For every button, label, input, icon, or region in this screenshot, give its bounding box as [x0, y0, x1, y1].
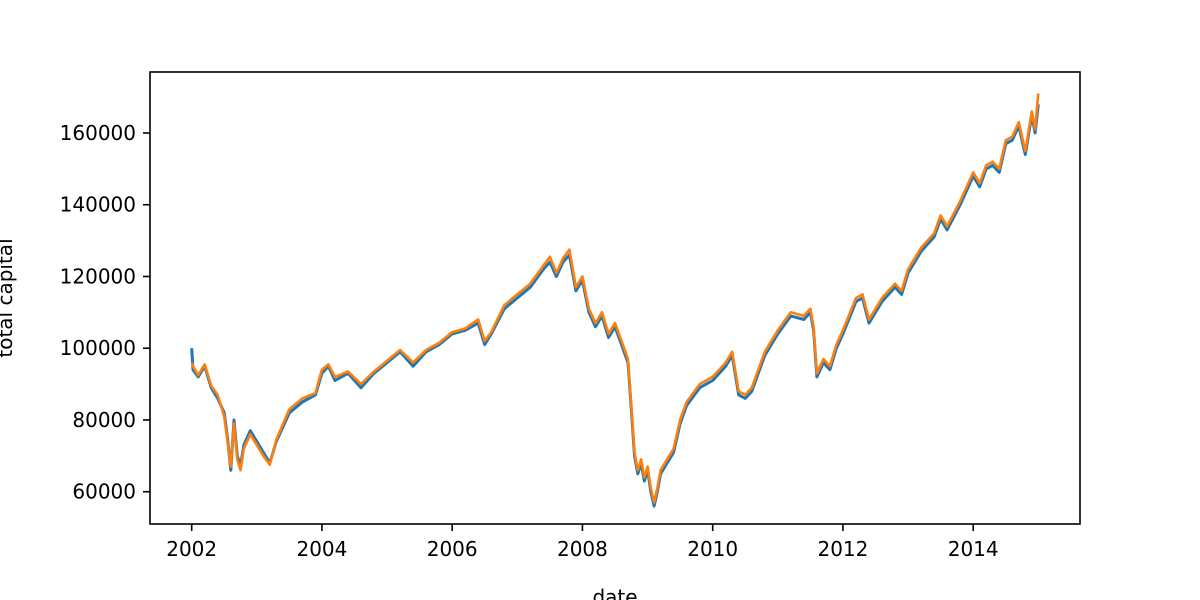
x-axis: 2002 2004 2006 2008 2010 2012 2014 — [166, 524, 999, 561]
series-line-2 — [190, 93, 1040, 504]
x-tick-label: 2006 — [427, 537, 478, 561]
y-tick-label: 60000 — [72, 480, 136, 504]
y-axis: 60000 80000 100000 120000 140000 160000 — [60, 121, 150, 504]
x-tick-label: 2004 — [296, 537, 347, 561]
x-tick-label: 2014 — [948, 537, 999, 561]
y-tick-label: 160000 — [60, 121, 136, 145]
x-tick-label: 2008 — [557, 537, 608, 561]
x-tick-label: 2002 — [166, 537, 217, 561]
y-axis-title: total capital — [0, 238, 17, 357]
y-tick-label: 120000 — [60, 264, 136, 288]
y-tick-label: 140000 — [60, 193, 136, 217]
x-tick-label: 2012 — [817, 537, 868, 561]
y-tick-label: 80000 — [72, 408, 136, 432]
series-layer — [190, 93, 1040, 508]
y-tick-label: 100000 — [60, 336, 136, 360]
x-tick-label: 2010 — [687, 537, 738, 561]
x-axis-title: date — [592, 585, 637, 600]
plot-frame — [149, 71, 1081, 525]
